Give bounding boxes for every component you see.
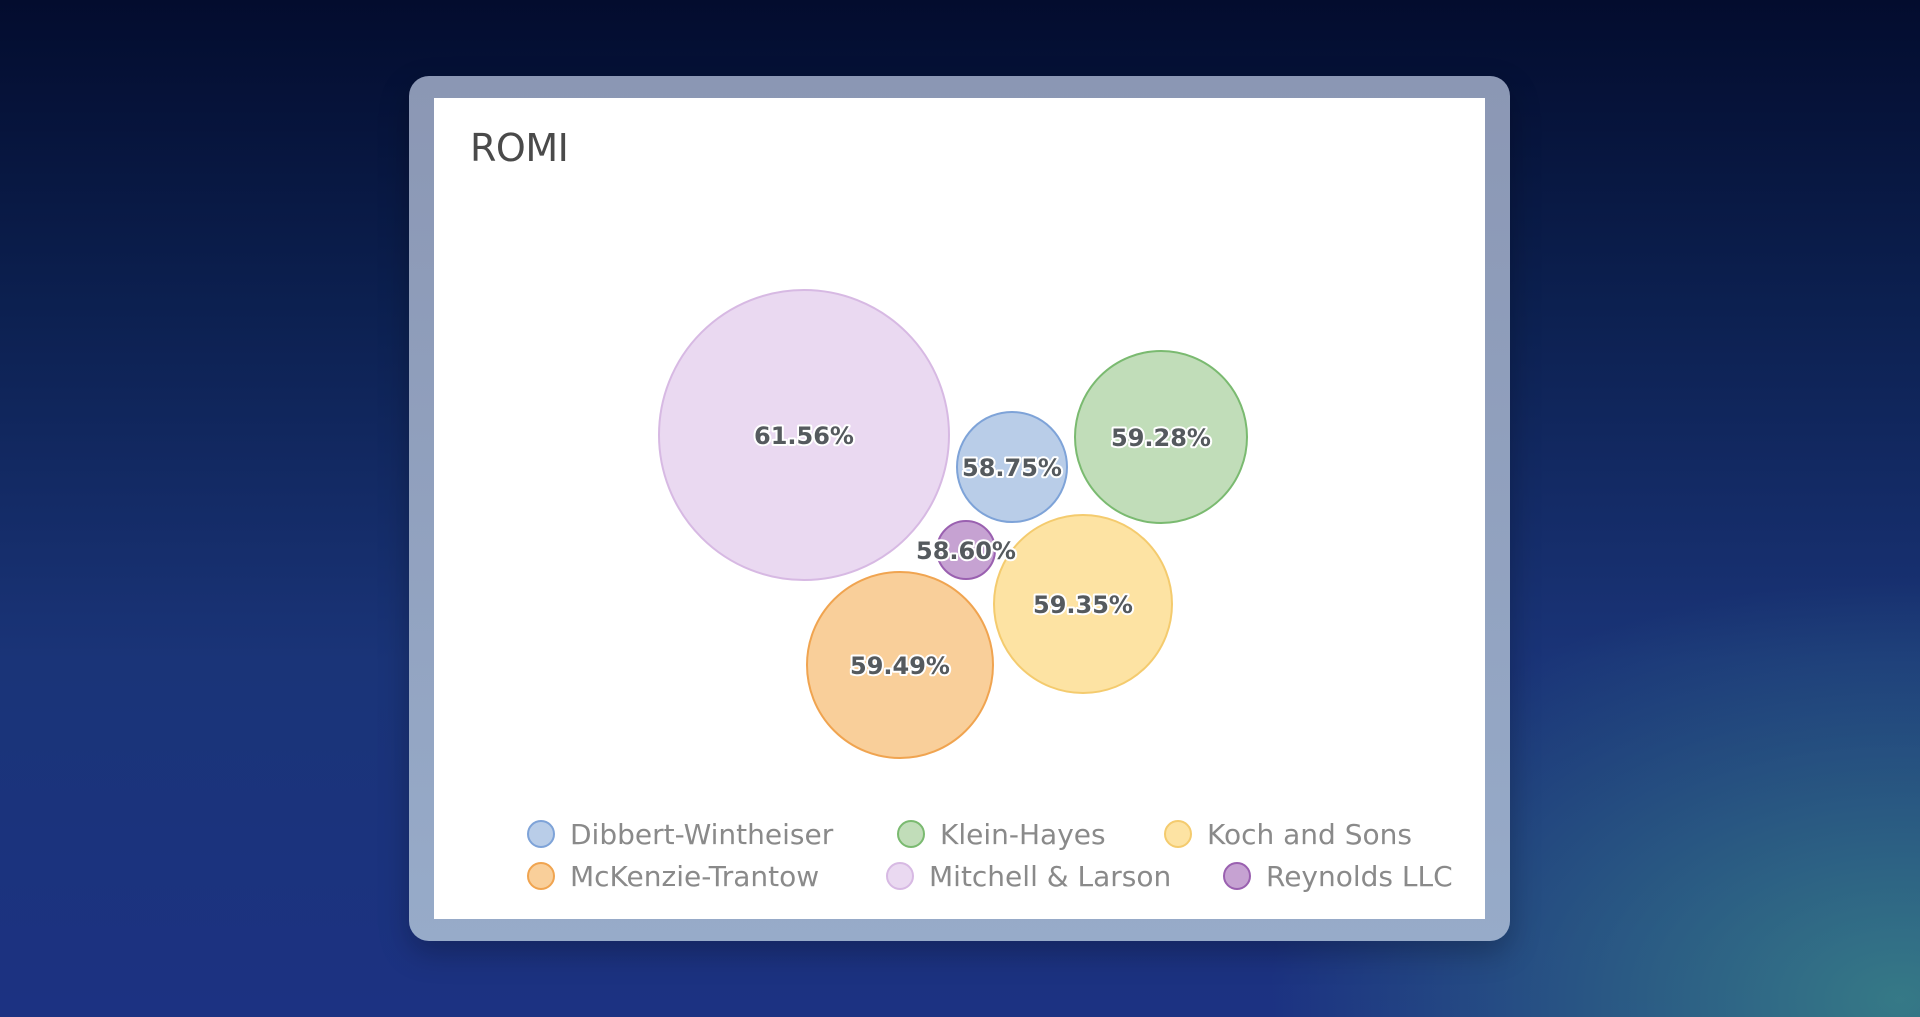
legend-item-klein-hayes[interactable]: Klein-Hayes xyxy=(897,816,1106,852)
bubble-mitchell-larson[interactable] xyxy=(658,289,950,581)
legend-label: McKenzie-Trantow xyxy=(570,859,820,893)
widget-frame: ROMI 58.75% 59.28% 59.35% 59.49% 61.56% 58.60… xyxy=(409,76,1510,941)
legend-circle-icon xyxy=(886,862,914,890)
legend-label: Koch and Sons xyxy=(1207,817,1412,851)
legend-item-mitchell-larson[interactable]: Mitchell & Larson xyxy=(886,858,1171,894)
bubble-value-label: 58.75% xyxy=(962,454,1062,482)
bubble-klein-hayes[interactable] xyxy=(1074,350,1248,524)
legend-circle-icon xyxy=(527,820,555,848)
legend-item-reynolds-llc[interactable]: Reynolds LLC xyxy=(1223,858,1453,894)
chart-card: ROMI 58.75% 59.28% 59.35% 59.49% 61.56% 58.60… xyxy=(434,98,1485,919)
bubble-reynolds-llc[interactable] xyxy=(936,520,996,580)
legend-item-mckenzie-trantow[interactable]: McKenzie-Trantow xyxy=(527,858,819,894)
legend-label: Dibbert-Wintheiser xyxy=(570,817,834,851)
bubble-value-label: 61.56% xyxy=(754,422,854,450)
bubble-chart: 58.75% 59.28% 59.35% 59.49% 61.56% 58.60% xyxy=(658,289,1248,759)
legend-circle-icon xyxy=(1164,820,1192,848)
legend-item-koch-and-sons[interactable]: Koch and Sons xyxy=(1164,816,1412,852)
legend-item-dibbert-wintheiser[interactable]: Dibbert-Wintheiser xyxy=(527,816,833,852)
chart-title: ROMI xyxy=(470,126,569,170)
bubble-dibbert-wintheiser[interactable] xyxy=(956,411,1068,523)
legend-label: Mitchell & Larson xyxy=(929,859,1172,893)
legend-label: Reynolds LLC xyxy=(1266,859,1453,893)
bubble-mckenzie-trantow[interactable] xyxy=(806,571,994,759)
legend-circle-icon xyxy=(527,862,555,890)
legend-circle-icon xyxy=(897,820,925,848)
bubble-koch-and-sons[interactable] xyxy=(993,514,1173,694)
bubble-value-label: 58.60% xyxy=(916,537,1016,565)
bubble-value-label: 59.49% xyxy=(850,652,950,680)
bubble-value-label: 59.35% xyxy=(1033,591,1133,619)
legend-label: Klein-Hayes xyxy=(940,817,1106,851)
legend-circle-icon xyxy=(1223,862,1251,890)
bubble-value-label: 59.28% xyxy=(1111,424,1211,452)
